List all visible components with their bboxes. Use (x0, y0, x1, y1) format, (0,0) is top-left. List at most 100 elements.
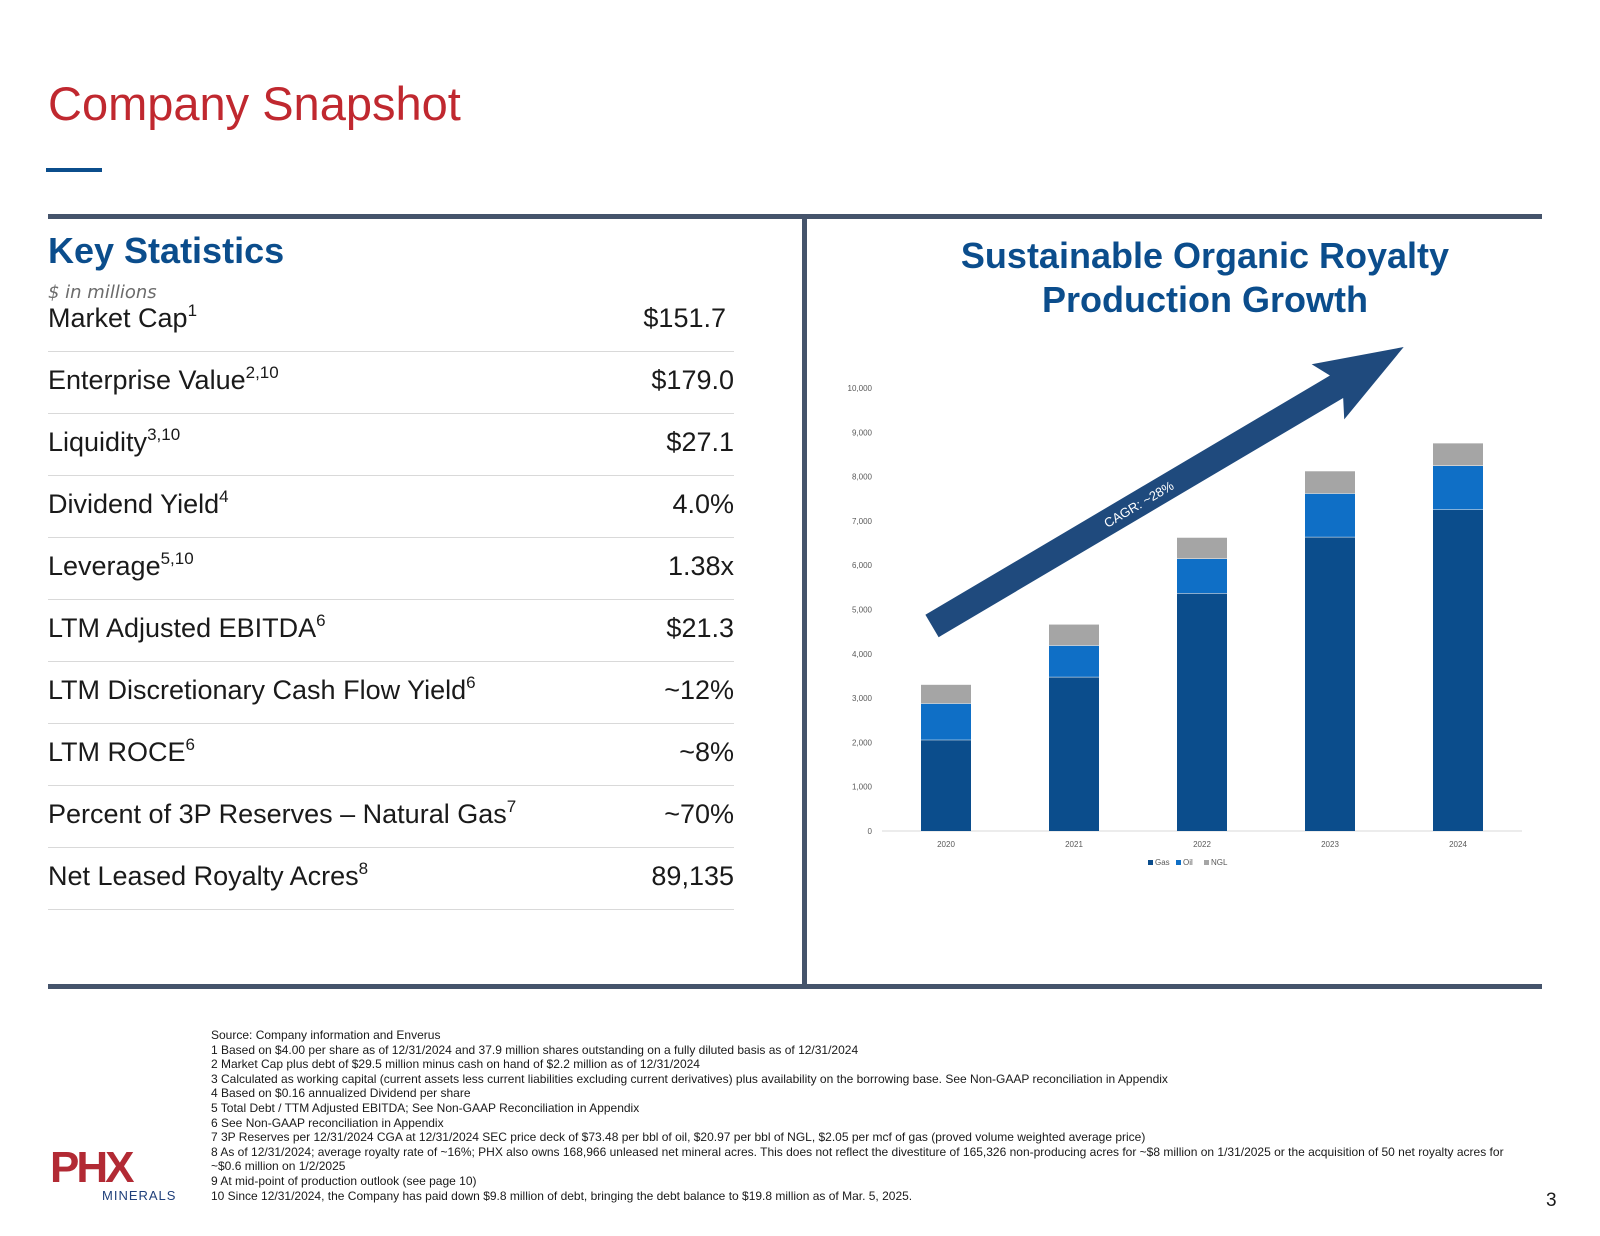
footnote-ref: 7 (506, 797, 517, 816)
chart-title-line: Sustainable Organic Royalty (960, 235, 1450, 276)
footnote: Source: Company information and Enverus (211, 1028, 441, 1042)
bar-ngl-2020 (921, 684, 971, 704)
y-tick-label: 7,000 (852, 517, 873, 526)
stat-label: LTM Adjusted EBITDA6 (48, 611, 326, 643)
bar-gas-2021 (1049, 676, 1099, 831)
bottom-divider (48, 984, 1542, 989)
footnote: 2 Market Cap plus debt of $29.5 million … (211, 1057, 700, 1072)
key-statistics-subtitle: $ in millions (48, 282, 157, 303)
bar-gas-2020 (921, 739, 971, 831)
stat-value: 1.38x (667, 551, 734, 581)
y-tick-label: 5,000 (852, 606, 873, 615)
footnote: 8 As of 12/31/2024; average royalty rate… (211, 1144, 1504, 1174)
stat-label: Percent of 3P Reserves – Natural Gas7 (48, 797, 517, 829)
arrow-shape (925, 347, 1404, 638)
y-tick-label: 8,000 (852, 473, 873, 482)
footnote: 7 3P Reserves per 12/31/2024 CGA at 12/3… (211, 1130, 1146, 1145)
footnote: 10 Since 12/31/2024, the Company has pai… (211, 1188, 913, 1203)
stat-row: Percent of 3P Reserves – Natural Gas7 ~7… (48, 786, 734, 848)
stat-label: Net Leased Royalty Acres8 (48, 859, 369, 891)
legend-label-ngl: NGL (1211, 858, 1228, 867)
stat-label: LTM Discretionary Cash Flow Yield6 (48, 673, 476, 705)
logo-subtitle: MINERALS (102, 1188, 177, 1203)
key-statistics-table: Market Cap1 $151.7 Enterprise Value2,10 … (48, 290, 734, 910)
footnote-ref: 6 (185, 735, 195, 754)
bar-gas-2022 (1177, 593, 1227, 831)
y-tick-label: 3,000 (852, 694, 873, 703)
footnote-ref: 6 (466, 673, 476, 692)
legend-swatch-oil (1176, 860, 1181, 865)
stat-value: ~8% (679, 737, 734, 767)
stat-row: LTM Adjusted EBITDA6 $21.3 (48, 600, 734, 662)
stat-row: Market Cap1 $151.7 (48, 290, 734, 352)
y-tick-label: 1,000 (852, 783, 873, 792)
stat-label: Market Cap1 (48, 301, 198, 333)
y-tick-label: 9,000 (852, 428, 873, 437)
stat-value: $179.0 (651, 365, 734, 395)
title-accent-bar (46, 168, 102, 172)
chart-title: Sustainable Organic Royalty Production G… (910, 234, 1500, 322)
x-tick-label: 2021 (1065, 840, 1083, 849)
stat-value: ~70% (664, 799, 734, 829)
phx-minerals-logo: PHX MINERALS (50, 1143, 182, 1204)
legend-swatch-gas (1148, 860, 1153, 865)
footnote-ref: 3,10 (147, 425, 181, 444)
bar-gas-2023 (1305, 536, 1355, 831)
stat-value: $21.3 (666, 613, 734, 643)
footnote-ref: 5,10 (160, 549, 194, 568)
y-tick-label: 10,000 (848, 384, 873, 393)
legend-label-oil: Oil (1183, 858, 1193, 867)
stat-row: LTM Discretionary Cash Flow Yield6 ~12% (48, 662, 734, 724)
page-title: Company Snapshot (48, 77, 461, 130)
stat-label: Dividend Yield4 (48, 487, 229, 519)
stat-row: Net Leased Royalty Acres8 89,135 (48, 848, 734, 910)
y-tick-label: 0 (868, 827, 873, 836)
legend-swatch-ngl (1204, 860, 1209, 865)
bar-ngl-2023 (1305, 471, 1355, 494)
footnote-ref: 8 (358, 859, 369, 878)
logo-mark: PHX (50, 1143, 134, 1192)
bar-ngl-2024 (1433, 443, 1483, 466)
bar-oil-2024 (1433, 465, 1483, 510)
footnote-ref: 1 (187, 301, 198, 320)
stat-value: ~12% (664, 675, 734, 705)
stat-value: $151.7 (643, 303, 726, 333)
stat-label: LTM ROCE6 (48, 735, 195, 767)
bar-gas-2024 (1433, 509, 1483, 831)
y-tick-label: 4,000 (852, 650, 873, 659)
footnote: 1 Based on $4.00 per share as of 12/31/2… (211, 1042, 859, 1057)
top-divider (48, 214, 1542, 219)
x-tick-label: 2024 (1449, 840, 1467, 849)
footnote-ref: 4 (219, 487, 229, 506)
bar-ngl-2021 (1049, 624, 1099, 646)
stat-value: 89,135 (651, 861, 734, 891)
production-chart: 0 1,000 2,000 3,000 4,000 5,000 6,000 7,000 8,00… (848, 347, 1522, 867)
bar-oil-2023 (1305, 493, 1355, 537)
x-tick-label: 2020 (937, 840, 955, 849)
stat-value: $27.1 (666, 427, 734, 457)
footnote: 5 Total Debt / TTM Adjusted EBITDA; See … (211, 1100, 640, 1115)
footnote-ref: 2,10 (245, 363, 279, 382)
footnote: 4 Based on $0.16 annualized Dividend per… (211, 1086, 471, 1101)
footnote: 3 Calculated as working capital (current… (211, 1071, 1168, 1086)
stat-label: Leverage5,10 (48, 549, 194, 581)
legend-label-gas: Gas (1155, 858, 1170, 867)
vertical-divider (802, 214, 807, 989)
y-tick-label: 2,000 (852, 738, 873, 747)
key-statistics-title: Key Statistics (48, 230, 285, 271)
stat-row: Liquidity3,10 $27.1 (48, 414, 734, 476)
footnote: 9 At mid-point of production outlook (se… (211, 1173, 477, 1188)
x-tick-label: 2022 (1193, 840, 1211, 849)
stat-row: Enterprise Value2,10 $179.0 (48, 352, 734, 414)
stat-row: Leverage5,10 1.38x (48, 538, 734, 600)
footnotes: Source: Company information and Enverus … (211, 1028, 1531, 1203)
chart-title-line: Production Growth (1042, 279, 1368, 320)
footnote: 6 See Non-GAAP reconciliation in Appendi… (211, 1115, 444, 1130)
stat-label: Liquidity3,10 (48, 425, 181, 457)
stat-row: LTM ROCE6 ~8% (48, 724, 734, 786)
page-number: 3 (1546, 1190, 1557, 1211)
bar-oil-2020 (921, 703, 971, 740)
stat-label: Enterprise Value2,10 (48, 363, 279, 395)
bar-oil-2022 (1177, 558, 1227, 594)
stat-row: Dividend Yield4 4.0% (48, 476, 734, 538)
